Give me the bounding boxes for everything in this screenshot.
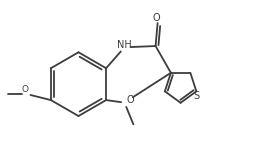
Text: O: O [126,95,134,105]
Text: S: S [193,91,199,101]
Text: O: O [153,13,160,23]
Text: NH: NH [117,40,132,50]
Text: O: O [22,85,29,94]
